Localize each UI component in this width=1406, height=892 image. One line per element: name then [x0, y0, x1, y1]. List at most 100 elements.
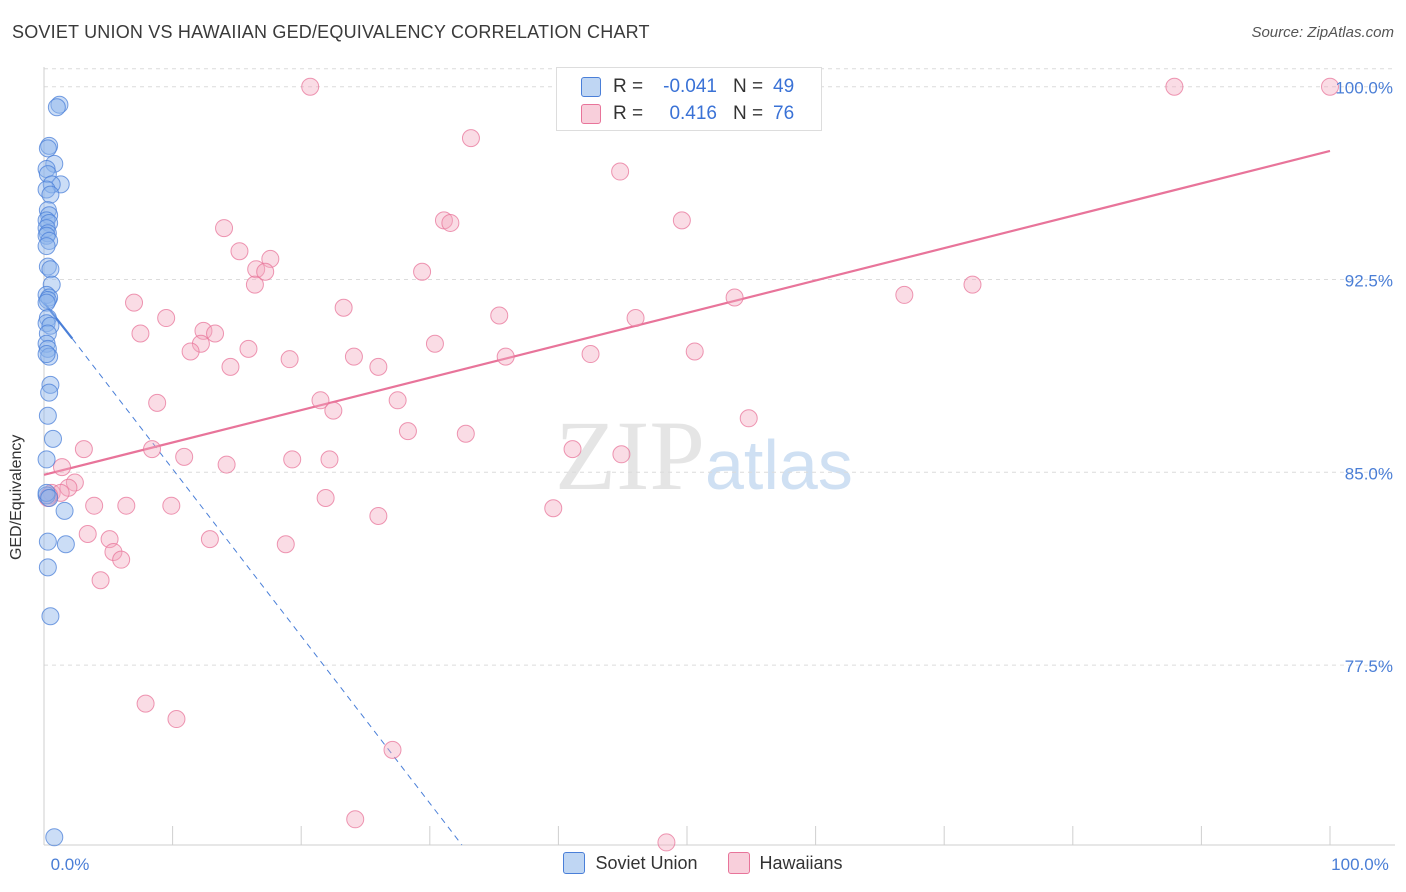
hawaiians-point — [369, 357, 388, 376]
y-tick-label: 77.5% — [1345, 657, 1393, 676]
soviet-union-point — [47, 98, 66, 117]
hawaiian-trend-line — [43, 149, 1331, 476]
hawaiians-point — [217, 455, 236, 474]
n-label: N = — [733, 103, 764, 124]
r-value: 0.416 — [669, 103, 717, 124]
hawaiians-point — [148, 393, 167, 412]
hawaiians-point — [441, 213, 460, 232]
hawaiians-point — [1321, 77, 1339, 96]
hawaiians-point — [739, 409, 758, 428]
soviet-union-point — [40, 231, 59, 250]
hawaiians-point — [181, 342, 200, 361]
legend-item-hawaiians[interactable]: Hawaiians — [727, 852, 843, 874]
hawaiians-point — [672, 211, 691, 230]
hawaiians-point — [563, 440, 582, 459]
hawaiians-point — [167, 710, 186, 729]
soviet-union-point — [40, 488, 59, 507]
y-tick-label: 92.5% — [1345, 271, 1393, 290]
hawaiians-point — [346, 810, 365, 829]
source-label: Source: ZipAtlas.com — [1251, 24, 1394, 41]
soviet-union-point — [38, 558, 57, 577]
soviet-union-point — [37, 483, 56, 502]
hawaiians-point — [398, 422, 417, 441]
hawaiians-point — [316, 488, 335, 507]
soviet-union-point — [38, 257, 57, 276]
n-label: N = — [733, 76, 764, 97]
hawaiians-point — [344, 347, 363, 366]
hawaiians-point — [215, 219, 234, 238]
hawaiians-point — [245, 275, 264, 294]
hawaiians-point — [490, 306, 509, 325]
soviet-union-point — [37, 237, 56, 256]
hawaiians-point — [85, 496, 104, 515]
x-tick-label: 100.0% — [1331, 855, 1389, 874]
tick-labels: 77.5% 85.0% 92.5% 100.0% 0.0% 100.0% — [51, 79, 1393, 874]
legend-swatch — [563, 852, 586, 874]
axes — [43, 67, 1395, 846]
hawaiians-point — [230, 242, 249, 261]
hawaiians-point — [175, 447, 194, 466]
hawaiians-point — [78, 524, 97, 543]
hawaiians-point — [74, 440, 93, 459]
chart-title: SOVIET UNION VS HAWAIIAN GED/EQUIVALENCY… — [12, 22, 650, 42]
legend-label: Hawaiians — [759, 852, 843, 873]
x-tick-label: 0.0% — [51, 855, 90, 874]
hawaiians-point — [221, 357, 240, 376]
hawaiians-point — [626, 309, 645, 328]
hawaiians-point — [191, 334, 210, 353]
hawaiians-point — [895, 285, 914, 304]
soviet-union-point — [55, 501, 74, 520]
stats-legend: R = -0.041 N = 49 R = 0.416 N = 76 — [556, 67, 822, 131]
soviet-union-point — [41, 260, 60, 279]
grid-lines — [44, 68, 1395, 666]
hawaiians-point — [334, 298, 353, 317]
soviet-union-point — [41, 607, 60, 626]
data-points — [37, 77, 1339, 852]
hawaiians-point — [131, 324, 150, 343]
hawaiians-point — [963, 275, 982, 294]
soviet-union-point — [38, 532, 57, 551]
hawaiians-point — [1165, 77, 1184, 96]
soviet-trend-extension — [71, 338, 463, 846]
hawaiians-point — [685, 342, 704, 361]
hawaiians-point — [157, 309, 176, 328]
r-label: R = — [613, 103, 644, 124]
hawaiians-point — [117, 496, 136, 515]
soviet-union-point — [38, 165, 57, 184]
soviet-union-point — [40, 347, 59, 366]
hawaiians-point — [320, 450, 339, 469]
hawaiians-point — [104, 542, 123, 561]
hawaiians-point — [280, 350, 299, 369]
soviet-union-point — [44, 429, 63, 448]
hawaiians-point — [206, 324, 225, 343]
soviet-union-point — [37, 293, 56, 312]
legend-row-hawaiian: R = 0.416 N = 76 — [581, 102, 794, 126]
hawaiians-point — [461, 129, 480, 148]
hawaiians-point — [544, 499, 563, 518]
hawaiians-point — [456, 424, 475, 443]
series-legend: Soviet Union Hawaiians — [0, 852, 1406, 874]
hawaiians-point — [369, 506, 388, 525]
hawaiians-point — [581, 345, 600, 364]
legend-item-soviet-union[interactable]: Soviet Union — [563, 852, 698, 874]
hawaiians-point — [256, 262, 275, 281]
hawaiians-point — [611, 162, 630, 181]
n-value: 49 — [773, 76, 795, 97]
hawaiians-point — [425, 334, 444, 353]
hawaiians-point — [311, 391, 330, 410]
hawaiians-point — [496, 347, 515, 366]
y-tick-label: 85.0% — [1345, 464, 1393, 483]
hawaiians-point — [388, 391, 407, 410]
hawaiians-point — [383, 740, 402, 759]
soviet-union-point — [56, 535, 75, 554]
hawaiians-point — [283, 450, 302, 469]
n-value: 76 — [773, 103, 795, 124]
soviet-union-point — [37, 211, 56, 230]
soviet-union-point — [41, 375, 60, 394]
legend-swatch-soviet — [581, 77, 601, 97]
hawaiians-point — [612, 445, 631, 464]
soviet-union-point — [40, 383, 59, 402]
hawaiians-point — [413, 262, 432, 281]
hawaiians-point — [276, 535, 295, 554]
hawaiians-point — [657, 833, 676, 852]
